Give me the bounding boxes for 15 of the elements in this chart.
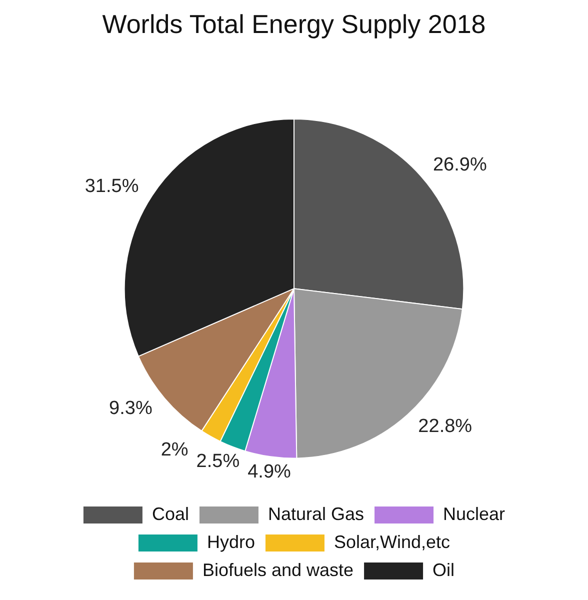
chart-title: Worlds Total Energy Supply 2018 [102,8,486,39]
data-label: 2.5% [196,450,240,472]
legend-label: Solar,Wind,etc [334,532,450,552]
data-label: 31.5% [84,176,139,198]
data-label: 2% [160,440,188,461]
data-label: 4.9% [248,462,292,483]
legend-label: Coal [152,504,189,524]
legend-label: Natural Gas [268,504,364,524]
data-label: 26.9% [432,154,487,176]
data-label: 22.8% [418,416,472,437]
data-label: 9.3% [109,398,152,419]
legend-label: Hydro [206,532,255,552]
legend-label: Nuclear [443,504,506,524]
legend-label: Biofuels and waste [202,560,354,580]
legend-label: Oil [432,560,455,580]
